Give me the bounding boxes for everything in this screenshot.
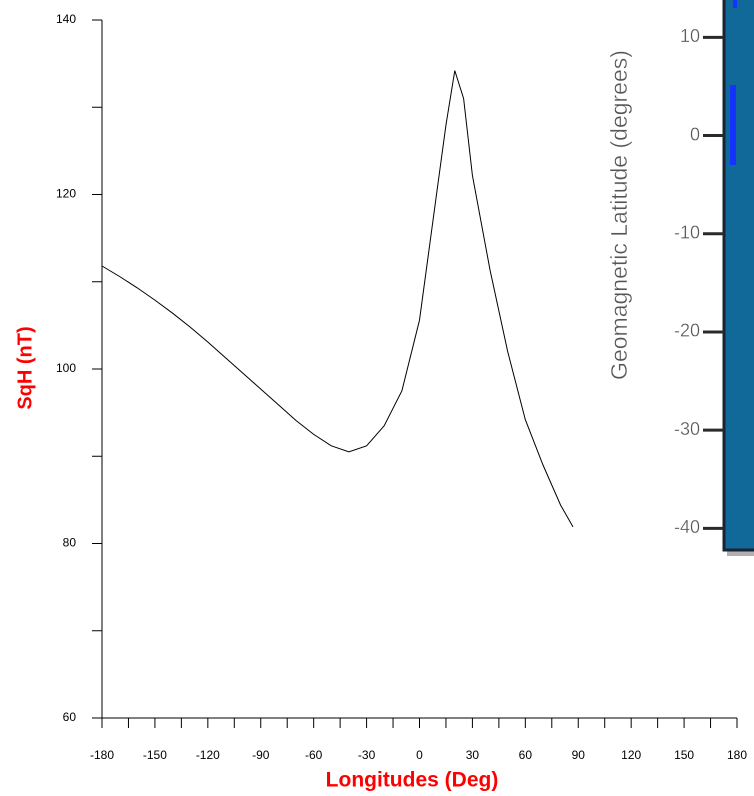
x-tick-label: 90 <box>572 748 586 762</box>
x-tick-label: 30 <box>466 748 480 762</box>
inset-y-axis-title: Geomagnetic Latitude (degrees) <box>606 50 632 380</box>
y-axis-title: SqH (nT) <box>14 326 36 409</box>
x-tick-label: 0 <box>416 748 423 762</box>
y-tick-label: 80 <box>63 536 77 550</box>
map-feature <box>733 0 737 8</box>
inset-y-tick-label: -10 <box>674 223 700 243</box>
inset-y-tick-label: -20 <box>674 321 700 341</box>
x-tick-label: 150 <box>674 748 694 762</box>
y-tick-label: 120 <box>56 187 76 201</box>
inset-map <box>722 0 754 556</box>
x-tick-label: -90 <box>252 748 270 762</box>
inset-y-tick-label: 10 <box>680 26 700 46</box>
inset-y-tick-label: -30 <box>674 419 700 439</box>
x-tick-label: 180 <box>727 748 747 762</box>
y-tick-label: 140 <box>56 12 76 26</box>
x-tick-label: -180 <box>90 748 114 762</box>
map-panel <box>722 0 754 552</box>
x-tick-label: 60 <box>519 748 533 762</box>
inset-y-tick-label: 0 <box>690 124 700 144</box>
inset-y-tick-label: -40 <box>674 517 700 537</box>
x-tick-label: 120 <box>621 748 641 762</box>
y-tick-label: 60 <box>63 710 77 724</box>
map-feature <box>730 85 736 165</box>
x-tick-label: -120 <box>196 748 220 762</box>
data-line <box>101 70 574 528</box>
x-axis-title: Longitudes (Deg) <box>326 769 499 792</box>
x-tick-label: -60 <box>305 748 323 762</box>
x-tick-label: -150 <box>143 748 167 762</box>
y-tick-label: 100 <box>56 361 76 375</box>
x-tick-label: -30 <box>358 748 376 762</box>
